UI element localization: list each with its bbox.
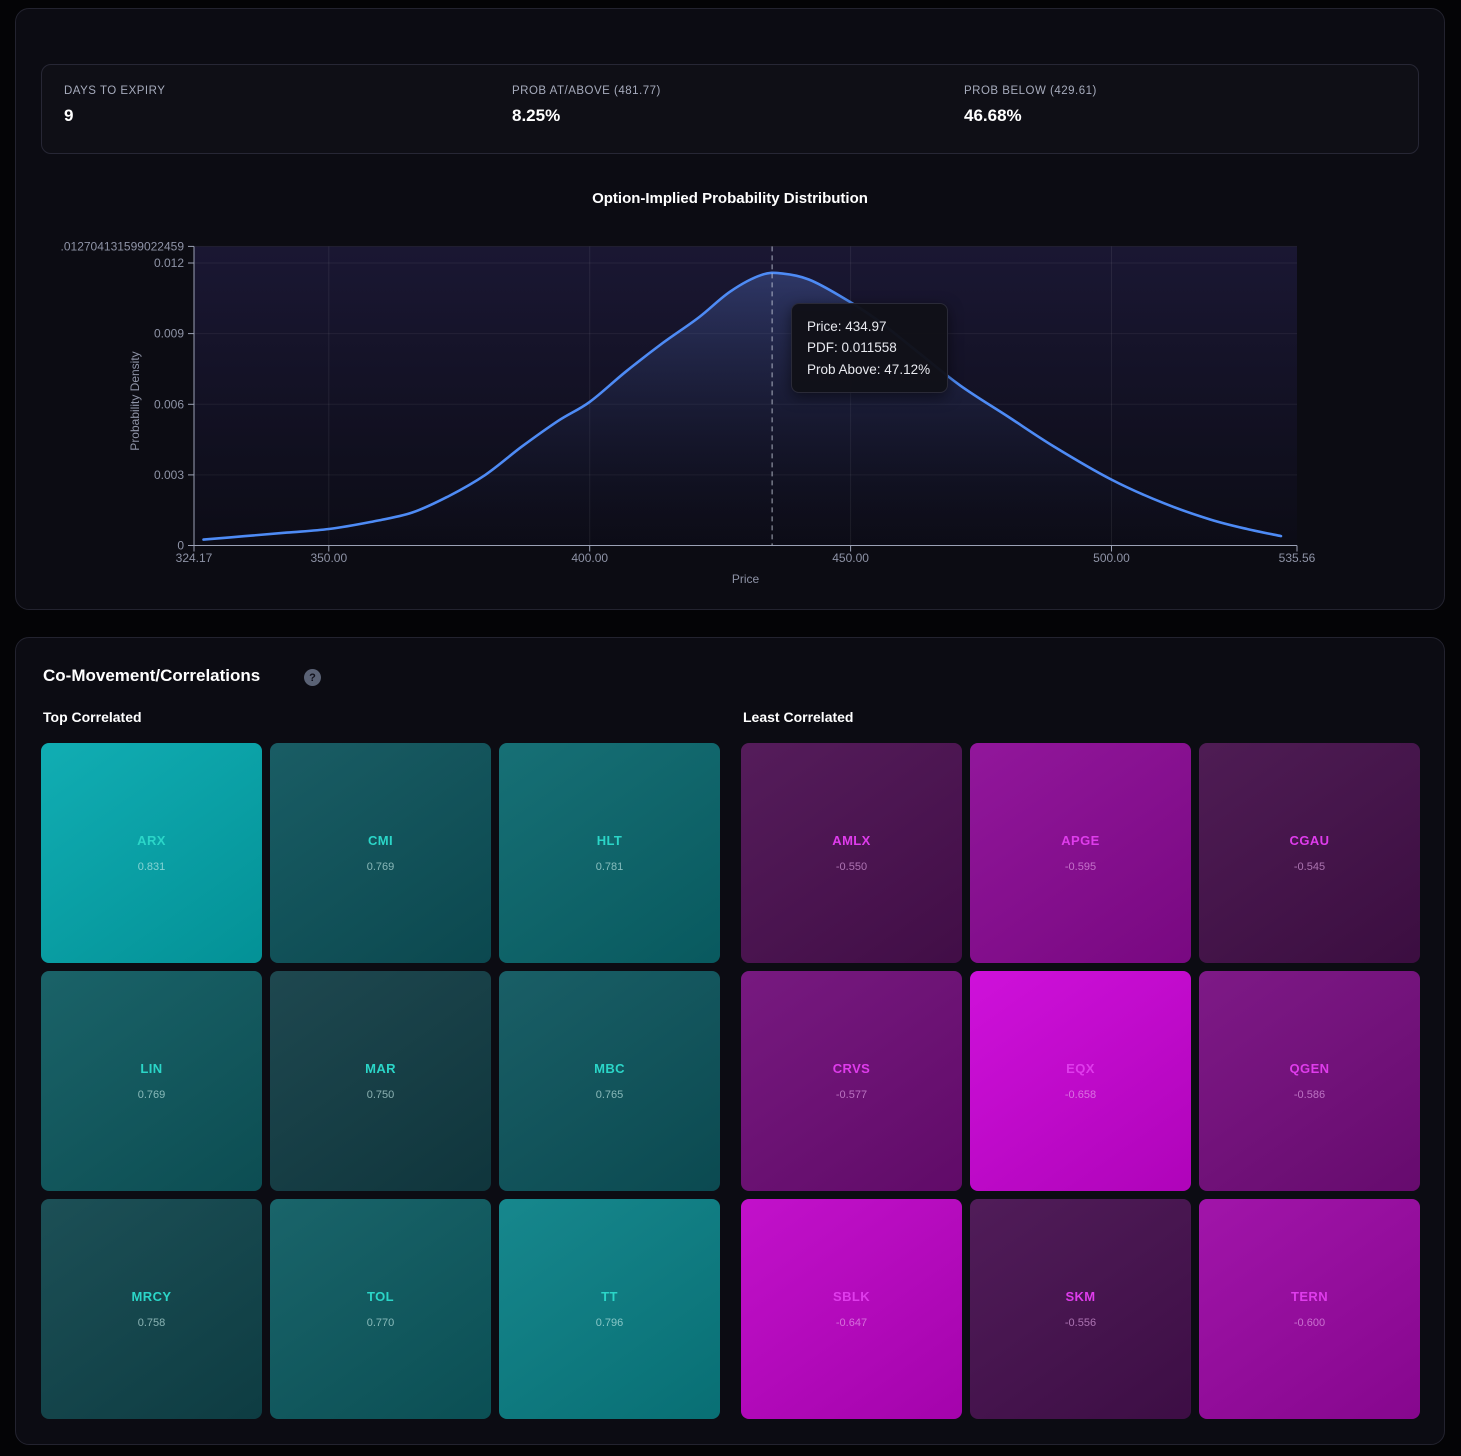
- top-correlated-grid: ARX 0.831 CMI 0.769 HLT 0.781 LIN 0.769 MAR 0.750…: [41, 743, 720, 1419]
- correlation-tile[interactable]: MAR 0.750: [270, 971, 491, 1191]
- tile-value: -0.600: [1293, 1317, 1326, 1329]
- correlation-tile[interactable]: TERN -0.600: [1199, 1199, 1420, 1419]
- tile-value: -0.647: [835, 1317, 868, 1329]
- tile-ticker: EQX: [1066, 1061, 1095, 1076]
- correlations-panel: Co-Movement/Correlations ? Top Correlate…: [15, 637, 1445, 1445]
- correlation-tile[interactable]: HLT 0.781: [499, 743, 720, 963]
- y-tick-label: 0: [177, 539, 184, 553]
- y-tick-label: 0.003: [154, 468, 184, 482]
- tile-value: 0.781: [595, 861, 624, 873]
- tile-ticker: MAR: [365, 1061, 396, 1076]
- tooltip-price: Price: 434.97: [807, 319, 887, 334]
- x-tick-label: 500.00: [1093, 551, 1130, 565]
- top-correlated-label: Top Correlated: [43, 709, 142, 725]
- correlation-tile[interactable]: CRVS -0.577: [741, 971, 962, 1191]
- y-tick-label: 0.006: [154, 397, 184, 411]
- tile-ticker: CMI: [367, 833, 394, 848]
- stat-prob-at-above: PROB AT/ABOVE (481.77) 8.25%: [512, 85, 661, 126]
- x-tick-label: 350.00: [310, 551, 347, 565]
- tile-value: -0.586: [1293, 1089, 1326, 1101]
- y-tick-label: 0.009: [154, 327, 184, 341]
- tile-ticker: LIN: [140, 1061, 163, 1076]
- tile-ticker: MBC: [594, 1061, 625, 1076]
- stat-prob-below: PROB BELOW (429.61) 46.68%: [964, 85, 1097, 126]
- tile-value: 0.831: [137, 861, 166, 873]
- tile-value: -0.595: [1064, 861, 1097, 873]
- tile-ticker: SBLK: [833, 1289, 870, 1304]
- tile-value: 0.750: [366, 1089, 395, 1101]
- least-correlated-label: Least Correlated: [743, 709, 854, 725]
- tile-value: 0.758: [137, 1317, 166, 1329]
- y-max-label: .012704131599022459: [61, 239, 185, 253]
- tile-ticker: AMLX: [832, 833, 871, 848]
- x-tick-label: 400.00: [571, 551, 608, 565]
- tile-ticker: TOL: [367, 1289, 394, 1304]
- pdf-curve: [202, 271, 1283, 541]
- correlation-tile[interactable]: CGAU -0.545: [1199, 743, 1420, 963]
- tile-value: 0.769: [366, 861, 395, 873]
- correlation-tile[interactable]: TT 0.796: [499, 1199, 720, 1419]
- tile-value: -0.658: [1064, 1089, 1097, 1101]
- tile-ticker: CRVS: [832, 1061, 871, 1076]
- correlation-tile[interactable]: SBLK -0.647: [741, 1199, 962, 1419]
- tile-value: -0.577: [835, 1089, 868, 1101]
- tile-ticker: MRCY: [131, 1289, 172, 1304]
- stats-bar: DAYS TO EXPIRY 9 PROB AT/ABOVE (481.77) …: [41, 64, 1419, 154]
- chart-tooltip: Price: 434.97 PDF: 0.011558 Prob Above: …: [791, 303, 948, 393]
- x-tick-label: 450.00: [832, 551, 869, 565]
- correlation-tile[interactable]: MRCY 0.758: [41, 1199, 262, 1419]
- stat-label: PROB BELOW (429.61): [964, 85, 1097, 97]
- correlation-tile[interactable]: AMLX -0.550: [741, 743, 962, 963]
- correlations-title: Co-Movement/Correlations: [43, 666, 261, 685]
- tile-ticker: TERN: [1291, 1289, 1328, 1304]
- tile-value: 0.796: [595, 1317, 624, 1329]
- tile-ticker: APGE: [1061, 833, 1100, 848]
- tile-value: 0.765: [595, 1089, 624, 1101]
- correlation-tile[interactable]: SKM -0.556: [970, 1199, 1191, 1419]
- stat-days-to-expiry: DAYS TO EXPIRY 9: [64, 85, 165, 126]
- correlation-tile[interactable]: QGEN -0.586: [1199, 971, 1420, 1191]
- correlation-tile[interactable]: TOL 0.770: [270, 1199, 491, 1419]
- tile-ticker: CGAU: [1289, 833, 1330, 848]
- tile-value: -0.550: [835, 861, 868, 873]
- y-axis-title: Probability Density: [128, 351, 142, 450]
- tile-ticker: SKM: [1065, 1289, 1096, 1304]
- y-tick-label: 0.012: [154, 256, 184, 270]
- stat-value: 46.68%: [964, 106, 1022, 125]
- pdf-chart-svg: 324.17 350.00 400.00 450.00 500.00 535.56 0 0.0…: [61, 239, 1316, 586]
- tile-ticker: TT: [601, 1289, 618, 1304]
- tooltip-prob-above: Prob Above: 47.12%: [807, 361, 931, 377]
- pdf-area-fill: [203, 272, 1281, 546]
- correlation-tile[interactable]: ARX 0.831: [41, 743, 262, 963]
- stat-label: DAYS TO EXPIRY: [64, 85, 166, 97]
- stat-value: 8.25%: [512, 106, 561, 125]
- help-icon[interactable]: ?: [304, 669, 321, 686]
- chart-title: Option-Implied Probability Distribution: [592, 190, 868, 207]
- pdf-chart[interactable]: 324.17 350.00 400.00 450.00 500.00 535.56 0 0.0…: [46, 231, 1446, 601]
- stat-value: 9: [64, 106, 74, 125]
- tile-ticker: ARX: [137, 833, 166, 848]
- least-correlated-grid: AMLX -0.550 APGE -0.595 CGAU -0.545 CRVS -0.577…: [741, 743, 1420, 1419]
- correlation-tile[interactable]: APGE -0.595: [970, 743, 1191, 963]
- correlation-tile[interactable]: LIN 0.769: [41, 971, 262, 1191]
- distribution-panel: DAYS TO EXPIRY 9 PROB AT/ABOVE (481.77) …: [15, 8, 1445, 610]
- tile-value: 0.769: [137, 1089, 166, 1101]
- x-tick-label: 324.17: [176, 551, 213, 565]
- correlation-tile[interactable]: MBC 0.765: [499, 971, 720, 1191]
- tile-ticker: QGEN: [1289, 1061, 1330, 1076]
- stat-label: PROB AT/ABOVE (481.77): [512, 85, 661, 97]
- correlation-tile[interactable]: CMI 0.769: [270, 743, 491, 963]
- tile-value: -0.545: [1293, 861, 1326, 873]
- x-axis-title: Price: [732, 572, 760, 586]
- tooltip-pdf: PDF: 0.011558: [807, 340, 897, 356]
- tile-value: 0.770: [366, 1317, 395, 1329]
- tile-value: -0.556: [1064, 1317, 1097, 1329]
- correlation-tile[interactable]: EQX -0.658: [970, 971, 1191, 1191]
- tile-ticker: HLT: [596, 833, 623, 848]
- x-tick-label: 535.56: [1279, 551, 1316, 565]
